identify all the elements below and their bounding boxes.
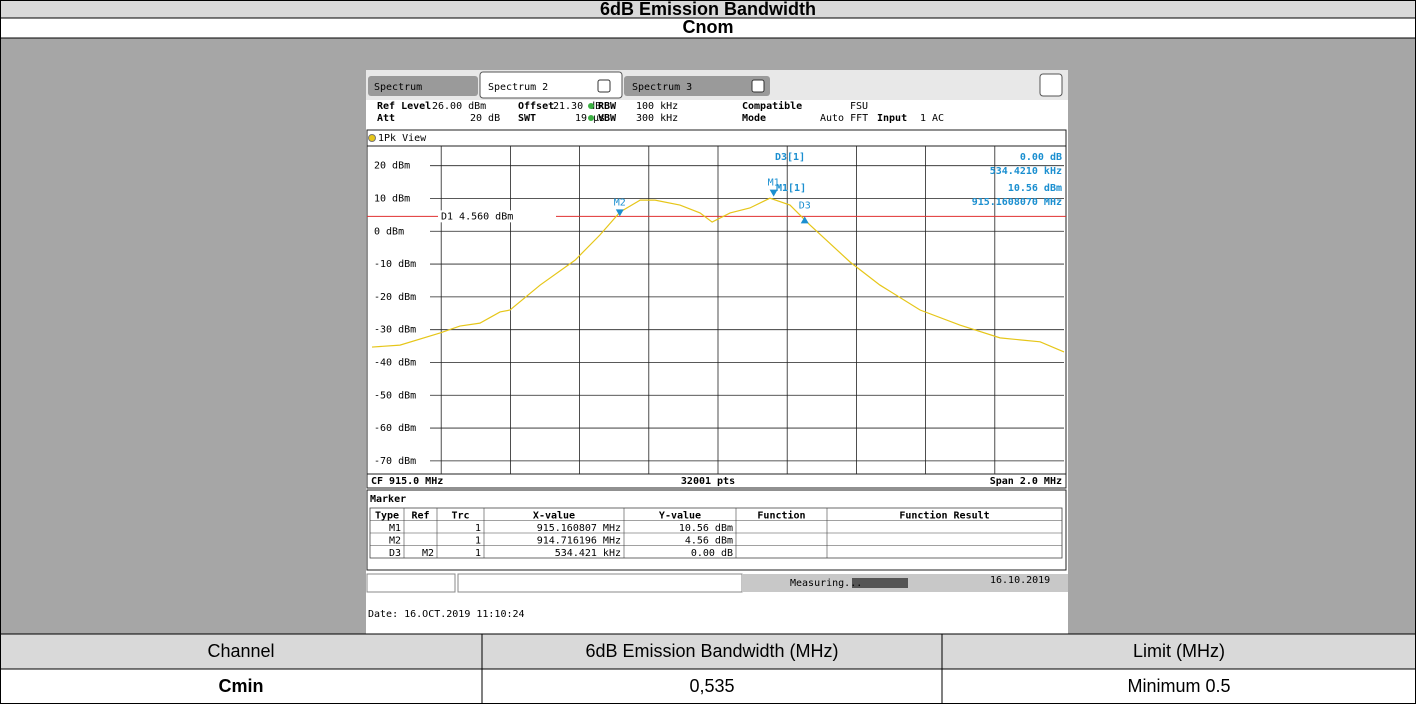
status-dot: [588, 115, 594, 121]
marker-column: Ref: [411, 510, 429, 521]
title-row: [0, 0, 1416, 18]
marker-column: Function: [757, 509, 805, 521]
readout: 534.4210 kHz: [990, 166, 1062, 177]
status: Measuring...: [790, 578, 862, 589]
marker-title: Marker: [370, 494, 406, 505]
header-row: [0, 634, 1416, 669]
y-tick-label: 20 dBm: [374, 161, 410, 172]
status-date: 16.10.2019: [990, 575, 1050, 586]
marker-cell: D3: [389, 548, 401, 559]
readout: 10.56 dBm: [1008, 183, 1062, 194]
readout: 0.00 dB: [1020, 152, 1062, 163]
marker-cell: 10.56 dBm: [679, 523, 733, 534]
tab-label: Spectrum 3: [632, 82, 692, 93]
marker-column: Function Result: [899, 509, 989, 521]
cell: 0,535: [689, 676, 734, 696]
footer-center: 32001 pts: [681, 476, 735, 487]
marker-cell: 4.56 dBm: [685, 535, 733, 546]
marker-cell: 1: [475, 548, 481, 559]
plot-frame: [366, 129, 1067, 489]
setting-value: 20 dB: [470, 113, 500, 124]
marker-frame: [366, 489, 1067, 571]
marker: [800, 216, 809, 224]
marker-cell: 1: [475, 535, 481, 546]
y-tick-label: -50 dBm: [374, 390, 416, 401]
readout: 915.1608070 MHz: [972, 197, 1062, 208]
tab-label: Spectrum 2: [488, 82, 548, 93]
y-tick-label: -10 dBm: [374, 259, 416, 270]
status-field: [457, 573, 743, 593]
setting-label: Offset: [518, 101, 554, 112]
setting-label: Att: [377, 113, 395, 124]
tab-active: [479, 71, 623, 99]
marker-column: Y-value: [659, 510, 701, 521]
y-tick-label: 10 dBm: [374, 193, 410, 204]
status-dot: [588, 103, 594, 109]
marker-column: X-value: [533, 510, 575, 521]
close-icon: [751, 79, 765, 93]
y-tick-label: -40 dBm: [374, 357, 416, 368]
screenshot: [366, 70, 1068, 634]
marker-column: Trc: [451, 510, 469, 521]
y-tick-label: -60 dBm: [374, 423, 416, 434]
view-label: 1Pk View: [378, 133, 427, 144]
readout: M1[1]: [776, 183, 806, 194]
marker-label: D3: [799, 200, 811, 211]
marker-cell: 534.421 kHz: [555, 548, 621, 559]
marker-cell: M1: [389, 523, 401, 534]
close-icon: [597, 79, 611, 93]
setting-value: 21.30 dB: [553, 101, 601, 112]
subtitle: Cnom: [683, 17, 734, 37]
marker-cell: M2: [422, 548, 434, 559]
title: 6dB Emission Bandwidth: [600, 0, 816, 19]
setting-label: Mode: [742, 113, 766, 124]
setting-value: 26.00 dBm: [432, 101, 486, 112]
footer-left: CF 915.0 MHz: [371, 476, 443, 487]
marker-column: Type: [375, 510, 399, 521]
setting-value: 1 AC: [920, 113, 944, 124]
tab-label: Spectrum: [374, 82, 422, 93]
status-field: [366, 573, 456, 593]
threshold-bg: [438, 210, 556, 223]
cell: Minimum 0.5: [1127, 676, 1230, 696]
progress: [852, 578, 908, 588]
marker-cell: M2: [389, 535, 401, 546]
threshold-label: D1 4.560 dBm: [441, 211, 513, 222]
setting-label: Ref Level: [377, 101, 431, 112]
setting-label: Compatible: [742, 100, 802, 112]
column-header: Channel: [207, 641, 274, 661]
column-header: Limit (MHz): [1133, 641, 1225, 661]
setting-label: VBW: [598, 113, 617, 124]
setting-value: 300 kHz: [636, 113, 678, 124]
marker-cell: 1: [475, 523, 481, 534]
y-tick-label: -30 dBm: [374, 325, 416, 336]
y-tick-label: -20 dBm: [374, 292, 416, 303]
setting-value: 100 kHz: [636, 101, 678, 112]
cell: Cmin: [219, 676, 264, 696]
marker-cell: 0.00 dB: [691, 548, 733, 559]
marker-cell: 915.160807 MHz: [537, 523, 621, 534]
marker: [769, 189, 778, 197]
marker-label: M1: [768, 178, 780, 189]
trace: [371, 197, 1065, 353]
y-tick-label: 0 dBm: [374, 226, 404, 237]
setting-label: SWT: [518, 113, 536, 124]
setting-label: Input: [877, 113, 907, 124]
setting-label: RBW: [598, 101, 617, 112]
setting-value: FSU: [850, 101, 868, 112]
menu-icon: [1039, 73, 1063, 97]
y-tick-label: -70 dBm: [374, 456, 416, 467]
readout: D3[1]: [775, 152, 805, 163]
column-header: 6dB Emission Bandwidth (MHz): [585, 641, 838, 661]
setting-value: Auto FFT: [820, 113, 868, 124]
marker-cell: 914.716196 MHz: [537, 535, 621, 546]
marker: [615, 209, 624, 217]
date: Date: 16.OCT.2019 11:10:24: [368, 609, 525, 620]
marker-label: M2: [614, 197, 626, 208]
footer-right: Span 2.0 MHz: [990, 476, 1062, 487]
view-dot: [368, 134, 376, 142]
tab: [368, 76, 478, 96]
tab: [624, 76, 770, 96]
